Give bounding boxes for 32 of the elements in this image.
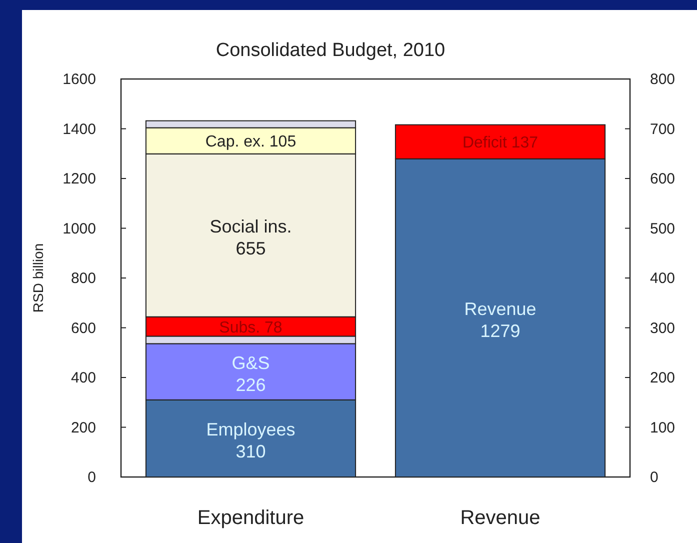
- chart-title: Consolidated Budget, 2010: [216, 40, 446, 61]
- y2-tick-label: 500: [650, 220, 676, 238]
- data-label: 310: [236, 441, 266, 462]
- y-axis-title: RSD billion: [30, 243, 46, 313]
- x-tick-label: Expenditure: [197, 507, 304, 529]
- y2-tick-label: 700: [650, 120, 676, 138]
- y2-tick-label: 400: [650, 270, 676, 287]
- y-tick-label: 1600: [62, 71, 96, 88]
- y2-tick-label: 0: [650, 469, 658, 486]
- y-tick-label: 800: [70, 270, 96, 287]
- y-tick-label: 600: [70, 320, 96, 337]
- y-tick-label: 1400: [62, 120, 96, 138]
- text: Deficit 137: [462, 134, 538, 152]
- y-tick-label: 1200: [62, 170, 96, 188]
- text: Subs. 78: [219, 319, 282, 336]
- data-label: 1279: [480, 320, 520, 341]
- data-label: 226: [236, 374, 266, 395]
- series-label: Social ins.: [210, 216, 292, 236]
- text: Cap. ex. 105: [205, 134, 296, 151]
- y-tick-label: 200: [70, 419, 96, 436]
- y-tick-label: 400: [70, 370, 96, 386]
- y2-tick-label: 800: [650, 71, 676, 88]
- series-label: G&S: [232, 352, 270, 373]
- y-tick-label: 0: [88, 469, 96, 486]
- y2-tick-label: 200: [650, 370, 676, 386]
- y2-tick-label: 600: [650, 170, 676, 188]
- data-label: 655: [236, 238, 266, 258]
- series-label: Employees: [206, 419, 296, 440]
- series-label: Revenue: [464, 298, 536, 319]
- y-tick-label: 1000: [62, 220, 96, 238]
- y2-tick-label: 100: [650, 419, 676, 436]
- y2-tick-label: 300: [650, 320, 676, 337]
